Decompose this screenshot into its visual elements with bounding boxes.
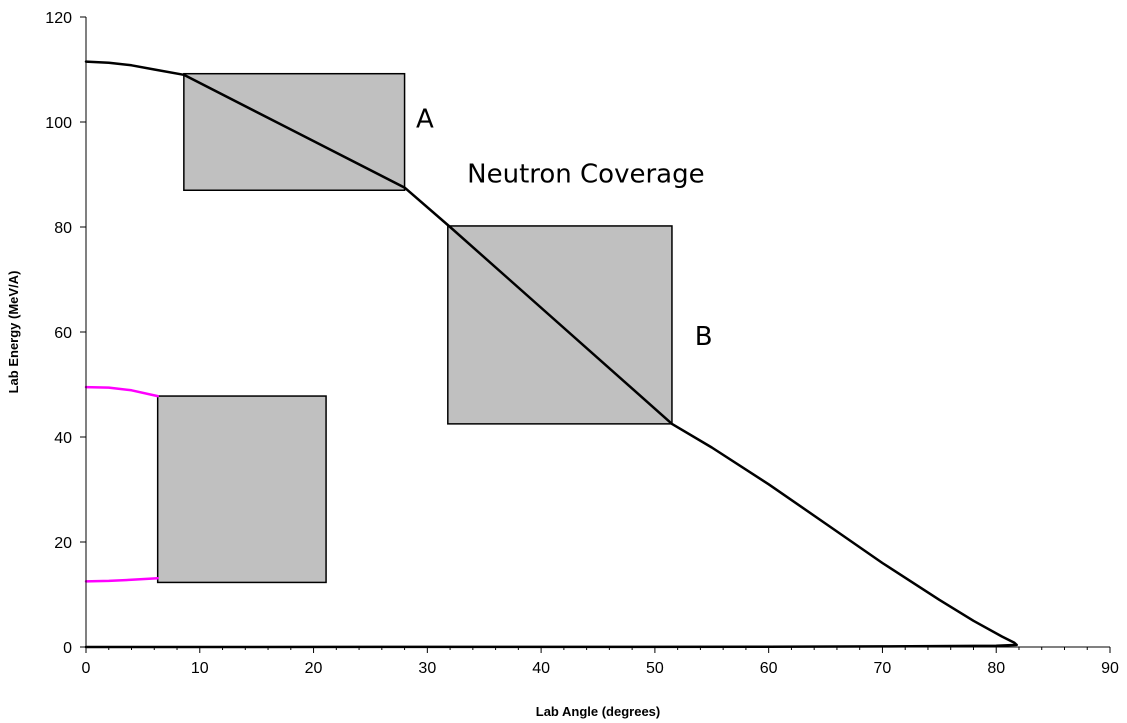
series-line-1: [84, 60, 1018, 649]
x-tick-label: 60: [760, 660, 778, 677]
series-lines: [84, 60, 1018, 649]
y-tick-label: 80: [54, 220, 72, 237]
x-tick-label: 40: [532, 660, 550, 677]
annotation-label: B: [695, 322, 713, 352]
y-tick-label: 100: [45, 115, 72, 132]
x-tick-label: 0: [82, 660, 91, 677]
series-line-3: [84, 576, 159, 583]
x-axis-title: Lab Angle (degrees): [536, 704, 660, 719]
y-axis-title: Lab Energy (MeV/A): [6, 271, 21, 394]
x-tick-label: 50: [646, 660, 664, 677]
x-tick-label: 10: [191, 660, 209, 677]
annotations: A Neutron Coverage B: [416, 104, 713, 352]
x-tick-label: 80: [987, 660, 1005, 677]
x-tick-label: 90: [1101, 660, 1119, 677]
x-tick-label: 20: [305, 660, 323, 677]
y-tick-label: 20: [54, 535, 72, 552]
y-tick-label: 120: [45, 10, 72, 27]
y-tick-label: 40: [54, 430, 72, 447]
x-tick-label: 70: [874, 660, 892, 677]
series-line-2: [84, 385, 159, 398]
x-tick-label: 30: [418, 660, 436, 677]
annotation-label: Neutron Coverage: [467, 159, 704, 189]
annotation-label: A: [416, 104, 434, 134]
coverage-region-3: [156, 395, 327, 584]
shaded-regions: [156, 72, 673, 584]
y-tick-label: 60: [54, 325, 72, 342]
y-tick-label: 0: [63, 640, 72, 657]
axis-ticks: 0 10 20 30 40 50 60 70 80 90 0 20 40 60 80 100 120: [45, 10, 1119, 677]
